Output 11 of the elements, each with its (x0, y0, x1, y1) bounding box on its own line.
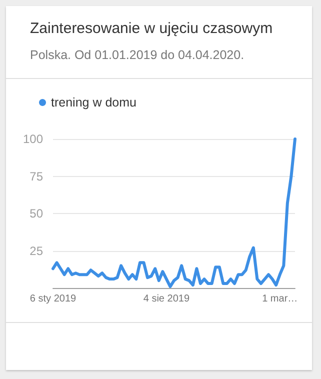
legend-label: trening w domu (51, 96, 137, 110)
y-tick-label: 25 (30, 244, 44, 258)
y-tick-label: 75 (30, 169, 44, 184)
x-tick-label: 6 sty 2019 (30, 294, 77, 304)
x-tick-label: 1 mar… (262, 294, 298, 304)
chart-title: Zainteresowanie w ujęciu czasowym (30, 20, 273, 37)
chart-subtitle: Polska. Od 01.01.2019 do 04.04.2020. (30, 48, 244, 62)
y-tick-label: 50 (30, 206, 44, 220)
y-tick-label: 100 (22, 132, 44, 146)
x-tick-label: 4 sie 2019 (143, 294, 190, 304)
line-series (52, 138, 296, 288)
